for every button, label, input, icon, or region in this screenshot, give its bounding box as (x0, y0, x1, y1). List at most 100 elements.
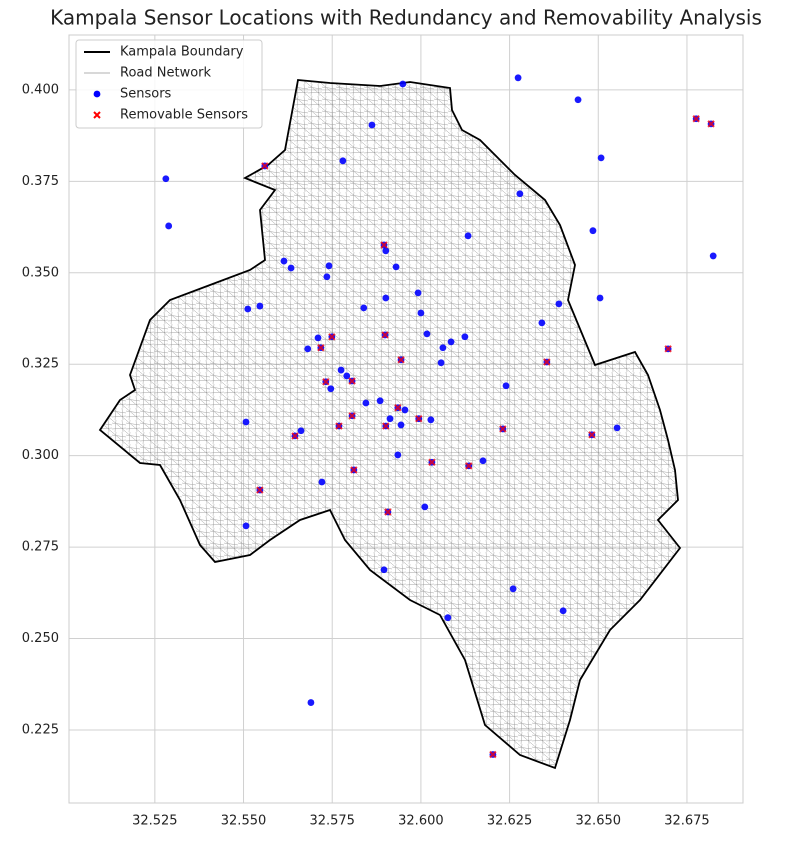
sensor-marker (382, 247, 390, 255)
removable-marker (707, 120, 715, 128)
removable-marker (350, 466, 358, 474)
sensor-marker (287, 264, 295, 272)
sensor-marker (423, 330, 431, 338)
sensor-marker (447, 338, 455, 346)
sensor-marker (461, 333, 469, 341)
x-tick-label: 32.525 (132, 814, 178, 829)
removable-marker (489, 750, 497, 759)
sensor-marker (559, 607, 567, 615)
sensor-marker (323, 273, 331, 281)
sensor-marker (464, 232, 472, 240)
legend-box (75, 39, 263, 129)
removable-marker (428, 458, 436, 466)
removable-marker (256, 486, 264, 494)
sensor-marker (538, 319, 546, 327)
legend-label: Removable Sensors (120, 108, 248, 123)
sensor-marker (380, 566, 388, 574)
x-tick-label: 32.675 (664, 814, 710, 829)
removable-marker (543, 358, 551, 366)
ticks: 32.525 32.550 32.575 32.600 32.625 32.650 32.6… (22, 82, 710, 828)
removable-marker (692, 115, 700, 123)
sensor-marker (437, 359, 445, 367)
x-tick-label: 32.550 (221, 814, 267, 829)
sensor-marker (444, 614, 452, 622)
removable-marker (384, 508, 392, 516)
removable-marker (380, 241, 388, 249)
sensor-marker (394, 451, 402, 459)
y-tick-label: 0.225 (22, 722, 59, 737)
legend-label: Sensors (120, 87, 172, 102)
removable-marker (322, 378, 330, 386)
sensor-marker (574, 96, 582, 104)
removable-marker (465, 462, 473, 470)
removable-marker (291, 432, 299, 440)
removable-marker (394, 404, 402, 412)
kampala-boundary (98, 79, 682, 770)
sensor-marker (297, 427, 305, 435)
sensor-marker (327, 385, 335, 393)
y-tick-label: 0.400 (22, 82, 59, 97)
sensor-marker (613, 424, 621, 432)
x-tick-label: 32.650 (576, 814, 622, 829)
removable-marker (317, 344, 325, 352)
y-tick-label: 0.325 (22, 357, 59, 372)
sensor-marker (337, 366, 345, 374)
sensor-marker (343, 372, 351, 380)
removable-marker (397, 356, 405, 364)
legend-marker (93, 90, 101, 98)
sensor-marker (709, 252, 717, 260)
legend-label: Kampala Boundary (120, 45, 244, 60)
sensor-marker (165, 222, 173, 230)
removable-marker (381, 331, 389, 339)
removable-marker (261, 162, 269, 170)
sensor-marker (368, 121, 376, 129)
sensor-marker (502, 382, 510, 390)
sensor-marker (509, 585, 517, 593)
legend-label: Road Network (120, 66, 212, 81)
sensor-marker (162, 175, 170, 183)
y-tick-label: 0.375 (22, 174, 59, 189)
sensor-marker (417, 309, 425, 317)
sensor-marker (362, 399, 370, 407)
x-tick-label: 32.575 (309, 814, 355, 829)
sensor-marker (414, 289, 422, 297)
x-tick-label: 32.600 (398, 814, 444, 829)
sensor-marker (304, 345, 312, 353)
y-tick-label: 0.350 (22, 265, 59, 280)
removable-marker (348, 412, 356, 420)
x-tick-label: 32.625 (487, 814, 533, 829)
removable-marker (588, 431, 596, 439)
chart-title: Kampala Sensor Locations with Redundancy… (50, 6, 762, 30)
sensor-marker (597, 154, 605, 162)
removable-marker (664, 345, 672, 353)
points (162, 74, 717, 759)
sensor-marker (376, 397, 384, 405)
sensor-marker (360, 304, 368, 312)
plot-frame (68, 34, 744, 804)
sensor-marker (318, 478, 326, 486)
sensor-marker (242, 418, 250, 426)
sensor-marker (256, 302, 264, 310)
sensor-marker (325, 262, 333, 270)
sensor-marker (514, 74, 522, 82)
sensor-marker (596, 294, 604, 302)
removable-marker (415, 414, 423, 423)
y-tick-label: 0.250 (22, 631, 59, 646)
removable-marker (335, 422, 343, 430)
sensor-marker (242, 522, 250, 530)
sensor-marker (397, 421, 405, 429)
sensor-marker (382, 294, 390, 302)
sensor-marker (439, 344, 447, 352)
sensor-marker (307, 699, 315, 706)
sensor-marker (392, 263, 400, 271)
sensor-marker (244, 305, 252, 313)
sensor-marker (421, 503, 429, 511)
sensor-marker (386, 415, 394, 423)
sensor-marker (280, 257, 288, 265)
removable-marker (499, 425, 507, 433)
removable-marker (382, 422, 390, 430)
sensor-marker (401, 406, 409, 414)
sensor-marker (314, 334, 322, 342)
sensor-marker (399, 80, 407, 88)
